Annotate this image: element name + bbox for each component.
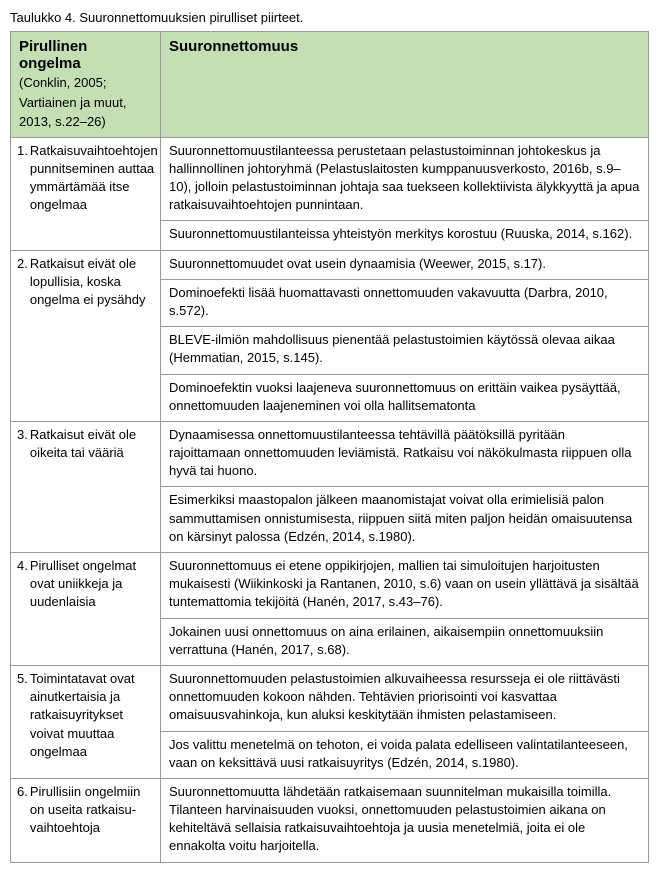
row-label-text: Pirullisiin ongelmiin on useita ratkaisu… bbox=[30, 783, 156, 838]
header-left-sub2: Vartiainen ja muut, bbox=[19, 94, 152, 112]
row-label: 2.Ratkaisut eivät ole lopullisia, koska … bbox=[11, 250, 161, 421]
row-number: 4. bbox=[17, 557, 30, 575]
row-number: 2. bbox=[17, 255, 30, 273]
row-detail: Jos valittu menetelmä on tehoton, ei voi… bbox=[161, 731, 649, 778]
row-label-text: Ratkaisuvaihtoehtojen punnitseminen autt… bbox=[30, 142, 158, 215]
row-detail: Suuronnettomuudet ovat usein dynaamisia … bbox=[161, 250, 649, 279]
row-label-text: Toimintatavat ovat ainutkertaisia ja rat… bbox=[30, 670, 156, 761]
row-label: 1.Ratkaisuvaihtoehtojen punnitseminen au… bbox=[11, 137, 161, 250]
wicked-problems-table: Pirullinen ongelma (Conklin, 2005; Varti… bbox=[10, 31, 649, 863]
row-detail: Dominoefekti lisää huomattavasti onnetto… bbox=[161, 279, 649, 326]
row-detail: Suuronnettomuus ei etene oppikirjojen, m… bbox=[161, 553, 649, 619]
row-number: 1. bbox=[17, 142, 30, 160]
row-label: 4.Pirulliset ongelmat ovat uniikkeja ja … bbox=[11, 553, 161, 666]
header-left-title: Pirullinen ongelma bbox=[19, 38, 87, 72]
row-detail: Suuronnettomuustilanteissa yhteistyön me… bbox=[161, 221, 649, 250]
header-left-sub3: 2013, s.22–26) bbox=[19, 113, 152, 131]
row-label-text: Ratkaisut eivät ole lopullisia, koska on… bbox=[30, 255, 156, 310]
row-label-text: Pirulliset ongelmat ovat uniikkeja ja uu… bbox=[30, 557, 156, 612]
header-right: Suuronnettomuus bbox=[161, 32, 649, 138]
row-detail: Suuronnettomuustilanteessa perustetaan p… bbox=[161, 137, 649, 221]
row-detail: BLEVE-ilmiön mahdollisuus pienentää pela… bbox=[161, 327, 649, 374]
row-number: 5. bbox=[17, 670, 30, 688]
row-label-text: Ratkaisut eivät ole oikeita tai vääriä bbox=[30, 426, 156, 462]
header-left-sub1: (Conklin, 2005; bbox=[19, 74, 152, 92]
row-label: 5.Toimintatavat ovat ainutkertaisia ja r… bbox=[11, 665, 161, 778]
row-number: 6. bbox=[17, 783, 30, 801]
row-number: 3. bbox=[17, 426, 30, 444]
row-label: 3.Ratkaisut eivät ole oikeita tai vääriä bbox=[11, 421, 161, 552]
table-caption: Taulukko 4. Suuronnettomuuksien pirullis… bbox=[10, 10, 649, 25]
row-detail: Jokainen uusi onnettomuus on aina erilai… bbox=[161, 618, 649, 665]
row-detail: Suuronnettomuuden pelastustoimien alkuva… bbox=[161, 665, 649, 731]
row-detail: Esimerkiksi maastopalon jälkeen maanomis… bbox=[161, 487, 649, 553]
header-left: Pirullinen ongelma (Conklin, 2005; Varti… bbox=[11, 32, 161, 138]
row-label: 6.Pirullisiin ongelmiin on useita ratkai… bbox=[11, 778, 161, 862]
row-detail: Dynaamisessa onnettomuustilanteessa teht… bbox=[161, 421, 649, 487]
row-detail: Suuronnettomuutta lähdetään ratkaisemaan… bbox=[161, 778, 649, 862]
row-detail: Dominoefektin vuoksi laajeneva suuronnet… bbox=[161, 374, 649, 421]
